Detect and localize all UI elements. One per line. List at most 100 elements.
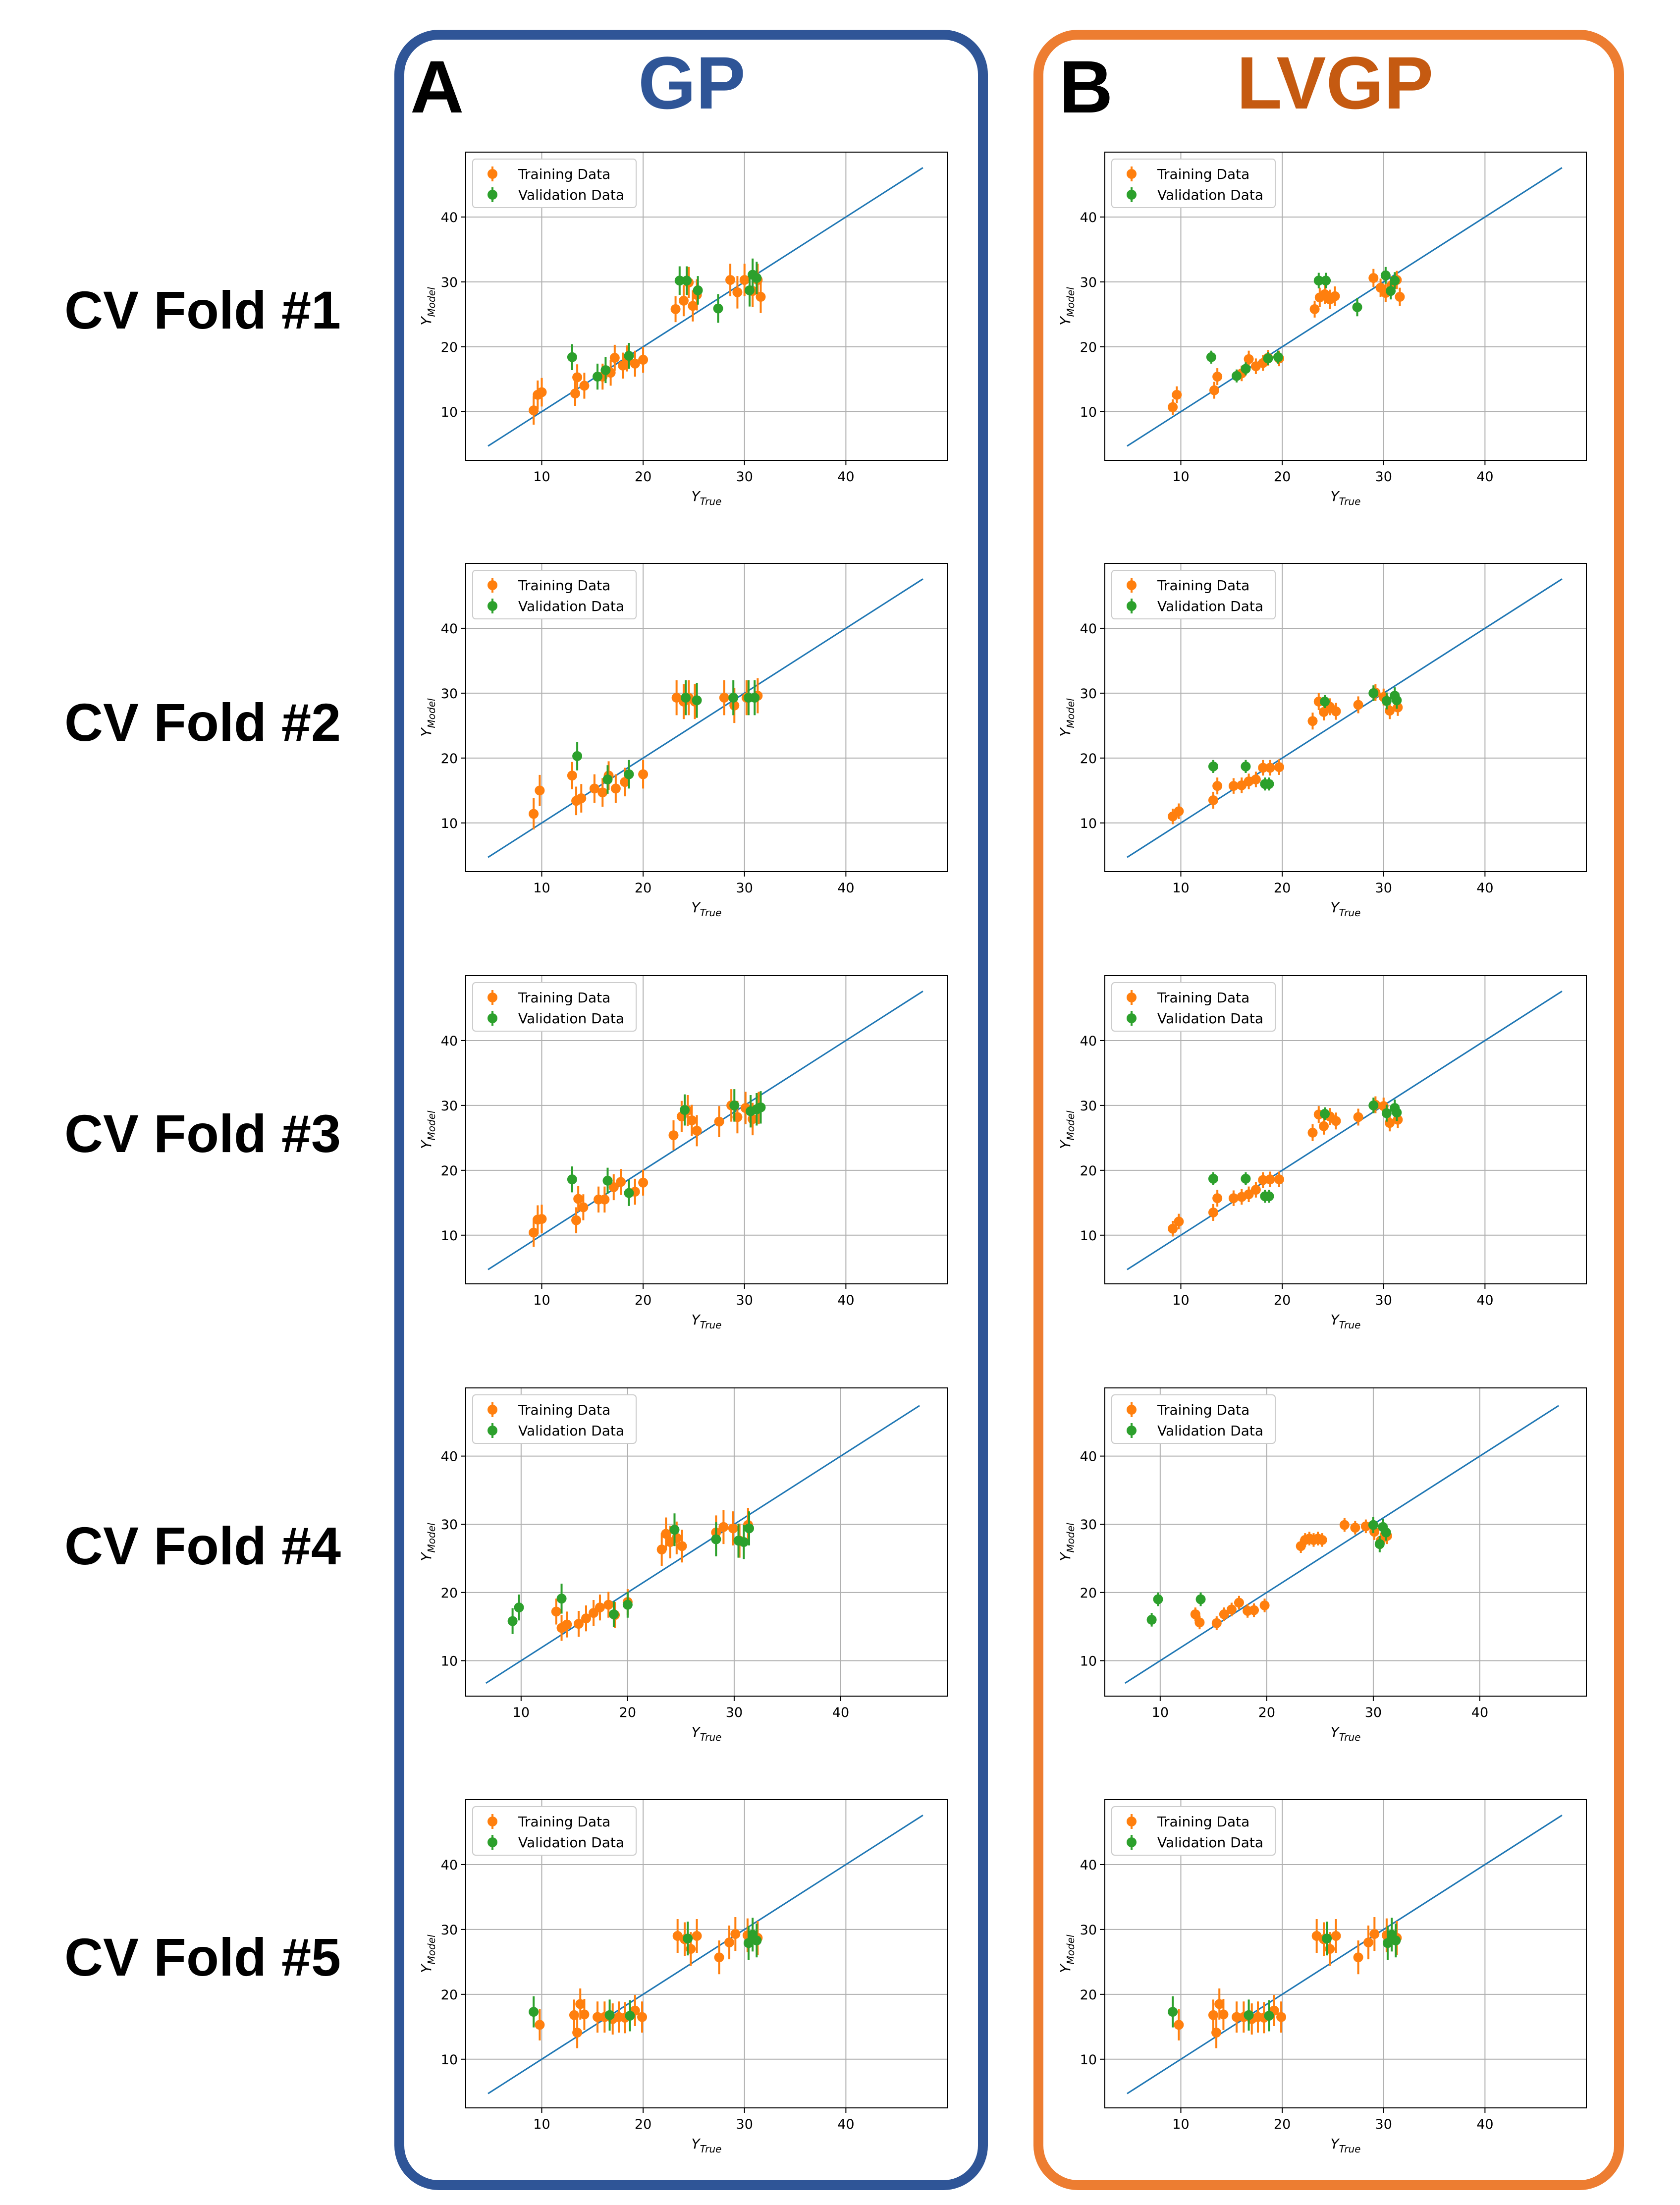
training-point — [1339, 1520, 1350, 1530]
y-tick-label: 30 — [441, 1923, 458, 1938]
training-point — [575, 1999, 586, 2009]
legend-label: Training Data — [518, 1814, 610, 1830]
validation-point — [1313, 276, 1324, 286]
x-tick-label: 20 — [1274, 1293, 1291, 1308]
x-tick-label: 30 — [1375, 469, 1392, 485]
validation-point — [1382, 1938, 1393, 1948]
x-axis-label: YTrue — [692, 1312, 722, 1331]
plot-frame — [465, 1799, 948, 2108]
validation-point — [1368, 1100, 1379, 1110]
lvgp-title: LVGP — [1237, 41, 1434, 124]
legend-marker — [1127, 601, 1137, 611]
reference-line — [1127, 578, 1563, 858]
legend-box — [472, 982, 637, 1032]
legend-label: Training Data — [1157, 577, 1249, 594]
x-tick-label: 20 — [1274, 469, 1291, 485]
training-point — [576, 793, 587, 804]
gp-fold-1-chart: 10 20 30 40 10 20 30 40 Training Data Validation … — [418, 152, 948, 507]
training-point — [1249, 1605, 1259, 1615]
x-tick-label: 40 — [837, 1293, 854, 1308]
y-axis-label: YModel — [418, 1934, 437, 1973]
legend-marker — [1127, 1817, 1137, 1826]
validation-point — [1321, 276, 1331, 286]
gp-panel-frame — [394, 30, 988, 2190]
training-point — [1244, 354, 1254, 364]
training-point — [1212, 372, 1223, 382]
training-point — [732, 287, 743, 297]
training-point — [567, 771, 577, 781]
validation-point — [711, 1534, 721, 1544]
validation-point — [1320, 696, 1330, 707]
legend-marker — [488, 190, 497, 200]
legend-label: Training Data — [518, 166, 610, 182]
training-point — [572, 372, 583, 383]
training-point — [1250, 1185, 1261, 1195]
validation-point — [713, 303, 723, 314]
validation-point — [1352, 302, 1362, 312]
validation-point — [1264, 2011, 1274, 2021]
x-tick-label: 10 — [533, 2117, 550, 2132]
lvgp-fold-4-chart: 10 20 30 40 10 20 30 40 Training Data Validation … — [1057, 1387, 1587, 1743]
x-axis-label: YTrue — [692, 1724, 722, 1743]
validation-point — [682, 276, 692, 286]
training-point — [579, 381, 590, 391]
legend-label: Training Data — [1157, 990, 1249, 1006]
y-tick-label: 10 — [1080, 405, 1097, 420]
x-tick-label: 10 — [1172, 881, 1189, 896]
reference-line — [488, 167, 923, 447]
gp-fold-5-chart: 10 20 30 40 10 20 30 40 Training Data Validation … — [418, 1799, 948, 2155]
legend-marker — [1127, 1426, 1137, 1435]
training-point — [730, 1929, 741, 1939]
plot-frame — [465, 563, 948, 872]
training-point — [756, 292, 766, 302]
training-point — [1350, 1523, 1360, 1533]
panel-a-letter: A — [410, 45, 464, 128]
legend-label: Validation Data — [518, 598, 624, 614]
training-point — [688, 301, 698, 311]
training-point — [1211, 2028, 1222, 2038]
training-point — [578, 1202, 589, 1213]
validation-point — [1381, 1527, 1391, 1538]
training-point — [535, 2020, 545, 2030]
plot-frame — [1104, 1799, 1587, 2108]
y-tick-label: 40 — [441, 1449, 458, 1465]
training-point — [677, 1541, 687, 1551]
y-axis-label: YModel — [1057, 1523, 1077, 1561]
validation-point — [1374, 1539, 1385, 1549]
validation-point — [728, 693, 739, 703]
training-point — [573, 1619, 584, 1629]
legend-marker — [1127, 169, 1137, 179]
plot-frame — [465, 975, 948, 1284]
y-axis-label: YModel — [418, 1523, 437, 1561]
training-point — [571, 1215, 582, 1225]
validation-point — [750, 693, 760, 703]
x-tick-label: 10 — [533, 881, 550, 896]
legend-marker — [1127, 1405, 1137, 1415]
row-label-fold-4: CV Fold #4 — [64, 1516, 341, 1576]
y-tick-label: 20 — [1080, 1987, 1097, 2003]
y-tick-label: 40 — [1080, 1858, 1097, 1873]
y-tick-label: 30 — [1080, 275, 1097, 290]
validation-point — [692, 695, 702, 706]
x-axis-label: YTrue — [692, 488, 722, 507]
panel-b-letter: B — [1059, 45, 1113, 128]
training-point — [1194, 1617, 1205, 1628]
validation-point — [624, 351, 634, 361]
lvgp-fold-2-chart: 10 20 30 40 10 20 30 40 Training Data Validation … — [1057, 563, 1587, 919]
x-axis-label: YTrue — [1331, 899, 1361, 919]
validation-point — [1263, 353, 1273, 364]
training-point — [529, 1227, 539, 1238]
validation-point — [1380, 270, 1391, 280]
reference-line — [488, 1815, 923, 2095]
training-point — [1174, 1216, 1184, 1227]
training-point — [537, 1214, 547, 1224]
training-point — [1363, 1937, 1374, 1948]
reference-line — [488, 578, 923, 858]
training-point — [670, 304, 681, 314]
validation-point — [1264, 1191, 1274, 1202]
validation-point — [1208, 1173, 1218, 1184]
training-point — [562, 1619, 572, 1630]
y-axis-label: YModel — [418, 698, 437, 737]
y-tick-label: 20 — [441, 751, 458, 767]
training-point — [1228, 1193, 1239, 1204]
